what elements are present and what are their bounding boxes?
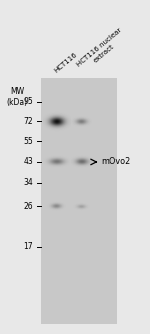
Text: mOvo2: mOvo2 bbox=[101, 157, 130, 166]
Text: 17: 17 bbox=[23, 242, 33, 251]
Text: 26: 26 bbox=[23, 202, 33, 211]
Text: 55: 55 bbox=[23, 137, 33, 146]
Text: 95: 95 bbox=[23, 97, 33, 106]
Text: MW
(kDa): MW (kDa) bbox=[7, 88, 28, 107]
Text: 43: 43 bbox=[23, 157, 33, 166]
Text: HCT116: HCT116 bbox=[53, 51, 78, 73]
Text: HCT116 nuclear
extract: HCT116 nuclear extract bbox=[76, 27, 127, 73]
Text: 72: 72 bbox=[23, 117, 33, 126]
Text: 34: 34 bbox=[23, 178, 33, 187]
Bar bbox=[40, 78, 117, 324]
